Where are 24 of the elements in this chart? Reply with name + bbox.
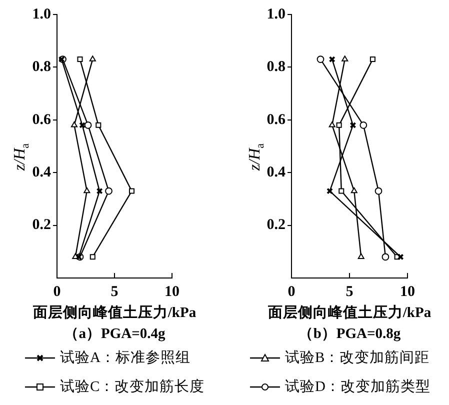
x-tick-label: 10 (400, 284, 415, 300)
x-tick-label: 5 (110, 284, 118, 300)
legend-label: 试验C：改变加筋长度 (60, 378, 205, 395)
text: （a）PGA=0.4g (64, 326, 166, 342)
x-axis-title: 面层侧向峰值土压力/kPa (268, 304, 432, 321)
legend-label: 试验B：改变加筋间距 (285, 350, 430, 366)
y-tick-label: 1.0 (266, 6, 286, 22)
x-tick-label: 0 (53, 284, 61, 300)
x-tick-label: 0 (288, 284, 296, 300)
y-tick-label: 0.8 (266, 59, 286, 76)
y-tick-label: 0.8 (32, 59, 51, 76)
y-tick-label: 0.2 (32, 217, 51, 234)
y-tick-label: 0.6 (266, 112, 286, 128)
y-tick-label: 1.0 (32, 6, 51, 22)
y-tick-label: 0.2 (266, 217, 286, 234)
x-tick-label: 5 (346, 284, 354, 300)
y-tick-label: 0.4 (266, 164, 286, 180)
y-tick-label: 0.4 (32, 164, 52, 180)
legend-label: 试验A：标准参照组 (60, 350, 190, 366)
x-tick-label: 10 (164, 284, 180, 300)
y-tick-label: 0.6 (32, 112, 52, 128)
x-axis-title: 面层侧向峰值土压力/kPa (32, 304, 196, 321)
legend-label: 试验D：改变加筋类型 (285, 378, 430, 395)
text: （b）PGA=0.8g (298, 326, 401, 342)
